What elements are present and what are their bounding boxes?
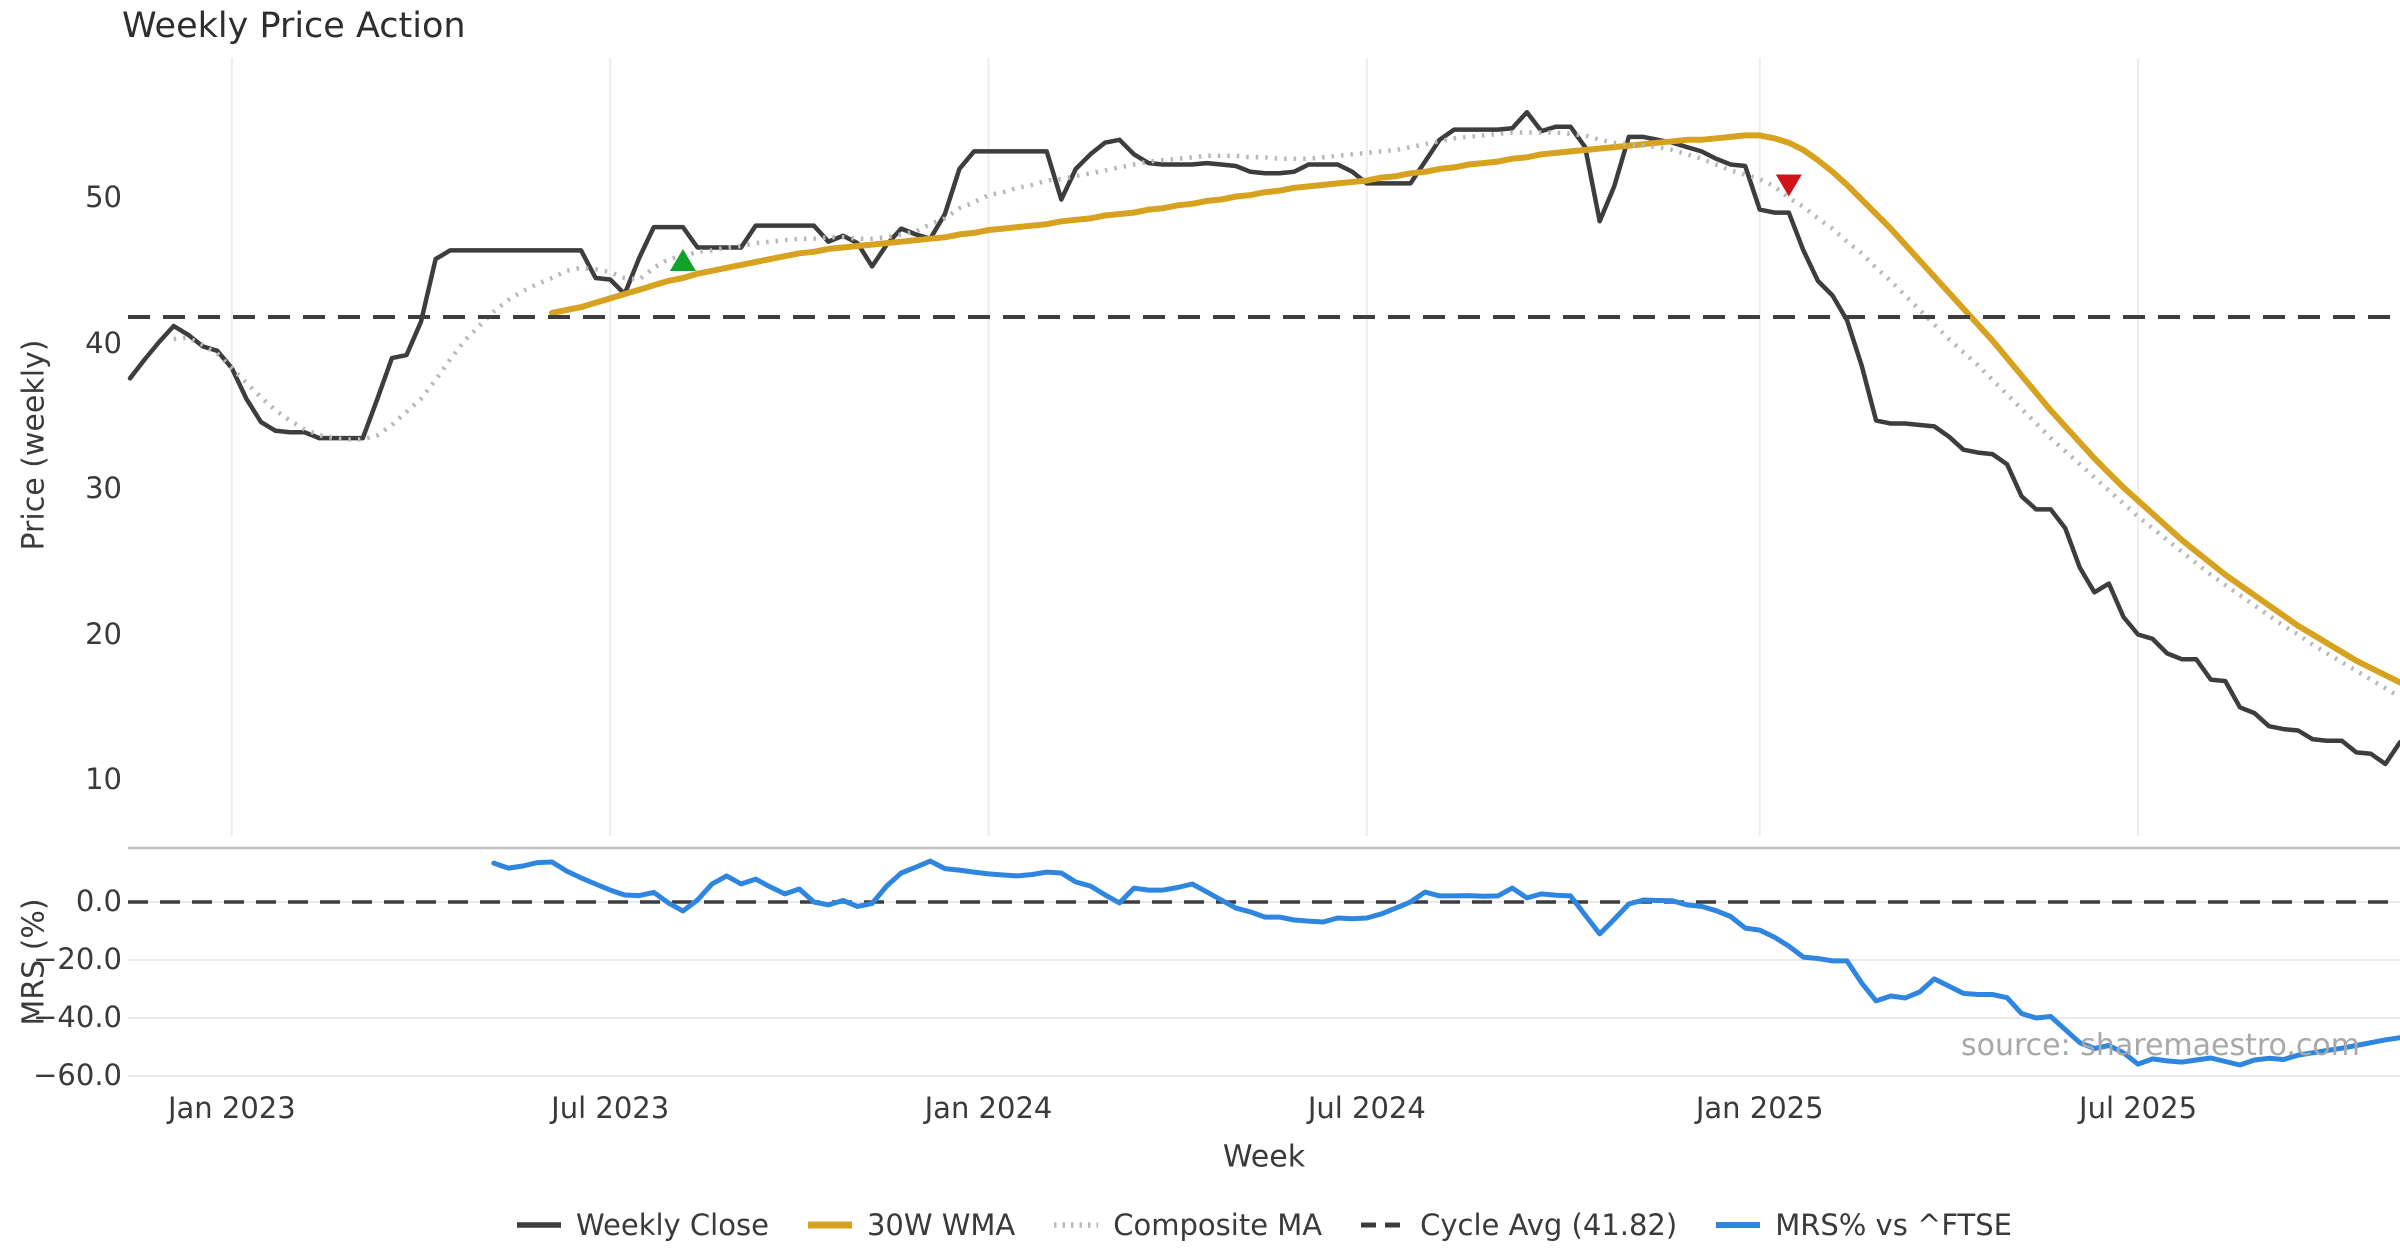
x-tick-jan-2024: Jan 2024	[924, 1091, 1053, 1125]
legend-line-sample	[517, 1222, 562, 1228]
legend-label: Weekly Close	[576, 1208, 769, 1242]
legend-item-mrs-vs-ftse: MRS% vs ^FTSE	[1715, 1208, 2012, 1242]
x-tick-jul-2024: Jul 2024	[1307, 1091, 1426, 1125]
legend-line-sample	[1361, 1222, 1406, 1228]
legend-item-composite-ma: Composite MA	[1053, 1208, 1322, 1242]
mrs-y-tick--40: −40.0	[33, 1000, 122, 1034]
legend-label: Composite MA	[1113, 1208, 1323, 1242]
legend-item-30w-wma: 30W WMA	[807, 1208, 1015, 1242]
price-y-tick-50: 50	[85, 180, 122, 214]
price-axis-label: Price (weekly)	[16, 339, 52, 551]
source-watermark: source: sharemaestro.com	[1961, 1028, 2360, 1063]
series-mrs-vs-ftse	[491, 858, 2400, 1068]
sell-signal-marker	[1775, 174, 1802, 197]
price-y-tick-30: 30	[85, 471, 122, 505]
legend-item-cycle-avg-41-82: Cycle Avg (41.82)	[1360, 1208, 1677, 1242]
price-y-tick-40: 40	[85, 325, 122, 360]
legend-line-sample	[807, 1221, 852, 1229]
legend-line-sample	[1716, 1222, 1761, 1228]
legend-item-weekly-close: Weekly Close	[516, 1208, 769, 1242]
legend-label: MRS% vs ^FTSE	[1775, 1208, 2012, 1242]
legend-label: 30W WMA	[866, 1208, 1016, 1242]
series-composite-ma	[173, 130, 2400, 700]
legend-label: Cycle Avg (41.82)	[1420, 1208, 1678, 1242]
x-tick-jan-2025: Jan 2025	[1695, 1091, 1824, 1125]
legend: Weekly Close 30W WMA Composite MA Cycle Avg…	[128, 1208, 2400, 1242]
mrs-y-tick-0: 0.0	[75, 884, 122, 918]
x-tick-jul-2025: Jul 2025	[2079, 1091, 2198, 1125]
legend-line-sample	[1054, 1222, 1099, 1228]
chart-title: Weekly Price Action	[122, 6, 466, 46]
series-weekly-close	[127, 109, 2400, 767]
buy-signal-marker	[669, 249, 696, 272]
x-tick-jan-2023: Jan 2023	[167, 1091, 296, 1125]
mrs-y-tick--60: −60.0	[33, 1058, 122, 1092]
series-30w-wma	[549, 132, 2400, 686]
mrs-y-tick--20: −20.0	[33, 942, 122, 976]
x-axis-label: Week	[1222, 1139, 1306, 1175]
price-y-tick-20: 20	[85, 616, 122, 651]
price-y-tick-10: 10	[85, 762, 122, 796]
x-tick-jul-2023: Jul 2023	[551, 1091, 670, 1125]
